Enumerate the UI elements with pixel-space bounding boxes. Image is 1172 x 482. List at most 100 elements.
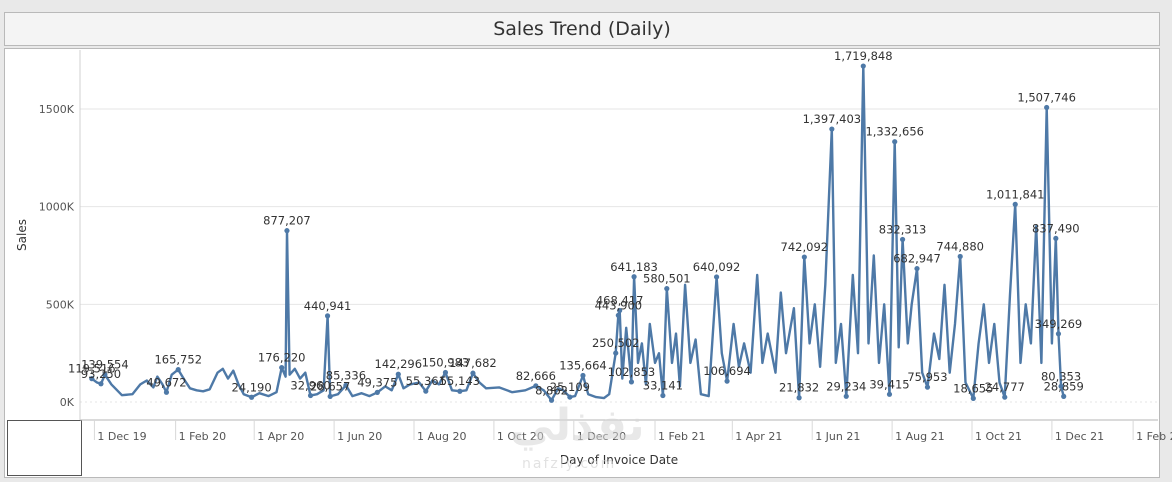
data-point[interactable]: [248, 394, 255, 400]
data-label: 39,415: [869, 377, 909, 391]
data-label: 176,220: [258, 351, 306, 365]
data-label: 640,092: [693, 260, 741, 274]
data-point[interactable]: [343, 382, 349, 388]
data-label: 55,361: [406, 374, 446, 388]
x-axis-title: Day of Invoice Date: [560, 453, 678, 467]
data-point[interactable]: [324, 313, 331, 319]
data-point[interactable]: [1002, 394, 1008, 400]
data-label: 837,490: [1032, 221, 1080, 235]
data-point[interactable]: [843, 393, 849, 399]
data-label: 119,516: [68, 362, 116, 376]
data-point[interactable]: [631, 274, 637, 280]
data-point[interactable]: [801, 254, 807, 260]
data-point[interactable]: [1061, 393, 1067, 399]
data-point[interactable]: [957, 253, 963, 260]
data-point[interactable]: [548, 397, 555, 403]
data-point[interactable]: [796, 395, 802, 401]
data-point[interactable]: [284, 228, 290, 234]
data-label: 744,880: [936, 240, 984, 254]
x-tick-label: 1 Jun 21: [815, 430, 860, 443]
data-point[interactable]: [307, 392, 314, 399]
data-point[interactable]: [374, 389, 380, 395]
y-tick-label: 0K: [60, 396, 75, 409]
data-point[interactable]: [617, 307, 623, 314]
data-point[interactable]: [724, 378, 730, 384]
x-tick-label: 1 Aug 21: [895, 430, 944, 443]
data-point[interactable]: [660, 392, 666, 399]
data-point[interactable]: [892, 139, 898, 145]
data-label: 468,417: [596, 294, 644, 308]
x-tick-label: 1 Aug 20: [417, 430, 466, 443]
data-point[interactable]: [970, 395, 976, 401]
data-label: 443,900: [595, 298, 643, 312]
data-point[interactable]: [327, 393, 333, 400]
data-label: 106,694: [703, 364, 751, 378]
data-point[interactable]: [613, 350, 619, 356]
data-label: 142,296: [375, 357, 423, 371]
x-tick-label: 1 Feb 21: [658, 430, 705, 443]
data-label: 29,234: [826, 379, 866, 393]
x-tick-label: 1 Oct 20: [497, 430, 544, 443]
data-point[interactable]: [395, 371, 401, 377]
data-point[interactable]: [664, 286, 670, 292]
data-point[interactable]: [860, 63, 866, 69]
data-point[interactable]: [580, 372, 586, 379]
data-point[interactable]: [615, 312, 621, 318]
data-label: 349,269: [1035, 317, 1083, 331]
y-tick-label: 1500K: [39, 103, 75, 116]
data-label: 24,190: [231, 380, 271, 394]
data-label: 150,983: [422, 356, 470, 370]
data-label: 641,183: [610, 260, 658, 274]
data-point[interactable]: [1012, 201, 1018, 207]
y-axis-title: Sales: [15, 219, 29, 251]
labeled-points: [89, 63, 1067, 403]
data-point[interactable]: [533, 383, 539, 389]
data-point[interactable]: [1044, 104, 1050, 111]
data-label: 28,657: [310, 379, 350, 393]
data-point[interactable]: [924, 384, 931, 390]
chart-title-bar: Sales Trend (Daily): [4, 12, 1160, 46]
data-point[interactable]: [829, 126, 835, 132]
data-point[interactable]: [163, 389, 170, 395]
data-point[interactable]: [1055, 331, 1062, 337]
data-label: 742,092: [781, 240, 829, 254]
data-point[interactable]: [1058, 383, 1064, 389]
data-point[interactable]: [98, 381, 104, 387]
watermark-logo-small: nafzly.com: [522, 456, 617, 472]
data-label: 147,682: [449, 356, 497, 370]
data-point[interactable]: [457, 388, 463, 394]
data-point[interactable]: [914, 265, 920, 272]
data-label: 1,332,656: [865, 125, 924, 139]
data-label: 80,353: [1041, 369, 1081, 383]
data-label: 139,554: [81, 358, 129, 372]
data-label: 1,397,403: [803, 112, 862, 126]
data-point[interactable]: [567, 394, 573, 400]
data-point[interactable]: [628, 379, 635, 385]
data-point[interactable]: [470, 370, 476, 376]
x-tick-label: 1 Feb 22: [1136, 430, 1172, 443]
data-label: 33,141: [643, 379, 683, 393]
data-label: 75,953: [907, 370, 947, 384]
data-label: 21,832: [779, 381, 819, 395]
data-point[interactable]: [423, 388, 429, 394]
x-tick-label: 1 Dec 19: [97, 430, 146, 443]
y-tick-label: 500K: [46, 298, 75, 311]
data-point[interactable]: [89, 376, 95, 382]
data-point[interactable]: [886, 391, 893, 397]
data-point[interactable]: [175, 367, 181, 373]
data-point[interactable]: [442, 369, 449, 376]
data-point[interactable]: [102, 372, 108, 378]
data-label: 8,862: [535, 383, 568, 397]
data-point[interactable]: [279, 364, 285, 371]
data-label: 28,859: [1044, 379, 1084, 393]
data-point[interactable]: [1053, 235, 1059, 242]
data-label: 1,011,841: [986, 187, 1045, 201]
x-tick-label: 1 Apr 21: [735, 430, 782, 443]
x-tick-label: 1 Dec 21: [1055, 430, 1104, 443]
data-point[interactable]: [899, 236, 906, 243]
data-label: 1,719,848: [834, 49, 893, 63]
data-point[interactable]: [713, 274, 720, 280]
chart-panel: [4, 48, 1160, 478]
